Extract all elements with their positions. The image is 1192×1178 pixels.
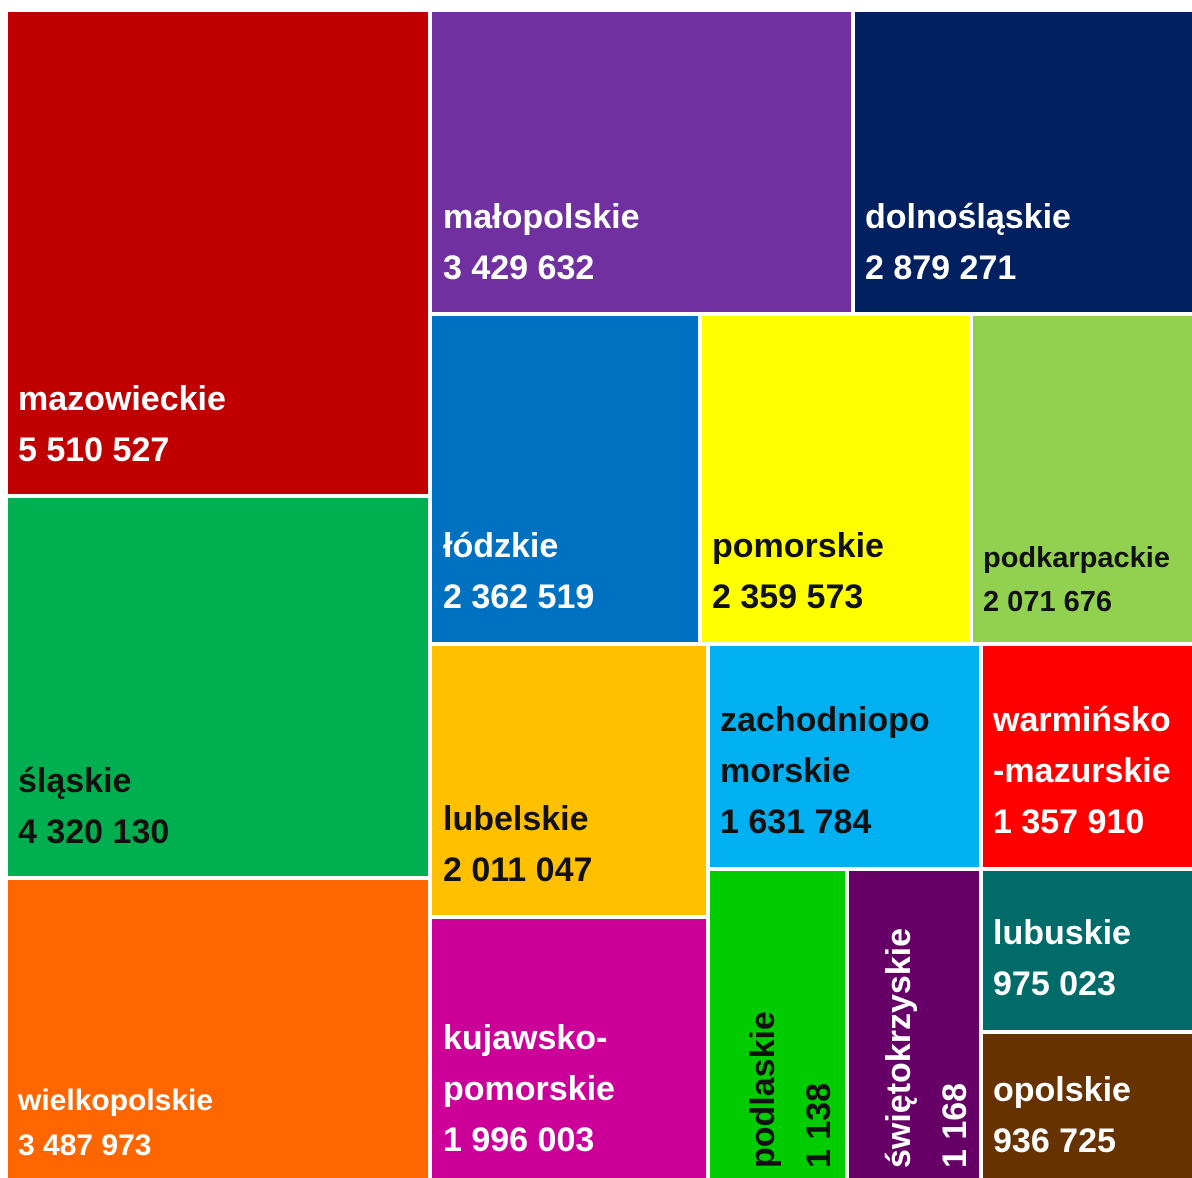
tile-name: warmińsko -mazurskie xyxy=(992,701,1171,790)
tile-name-line: łódzkie xyxy=(443,527,558,565)
tile xyxy=(973,316,1192,642)
tile-value: 2 071 676 xyxy=(983,586,1112,618)
tile-value: 1 357 910 xyxy=(993,803,1144,841)
tile-name-line: morskie xyxy=(720,752,850,790)
tile-name-line: wielkopolskie xyxy=(17,1084,213,1117)
tile-value: 1 168 xyxy=(936,1083,974,1168)
tile-value: 2 359 573 xyxy=(712,578,863,616)
tile-name: dolnośląskie xyxy=(865,198,1071,236)
tile-name: małopolskie xyxy=(443,198,640,236)
tile xyxy=(710,646,979,867)
tile xyxy=(849,871,979,1178)
tile-value: 936 725 xyxy=(993,1122,1116,1160)
tile-name: świętokrzyskie xyxy=(880,928,918,1168)
tile-value: 5 510 527 xyxy=(18,431,169,469)
tile-value: 1 631 784 xyxy=(720,803,871,841)
tile xyxy=(8,12,428,494)
tile xyxy=(983,646,1192,867)
tile-name-line: lubelskie xyxy=(443,800,589,838)
tile-name-line: mazowieckie xyxy=(18,380,226,418)
tile-name-line: -mazurskie xyxy=(993,752,1171,790)
tile-name: pomorskie xyxy=(712,527,884,565)
tile-value: 2 879 271 xyxy=(865,249,1016,287)
tile xyxy=(710,871,845,1178)
tile-name-line: zachodniopo xyxy=(720,701,930,739)
tile-name-line: małopolskie xyxy=(443,198,640,236)
tile xyxy=(855,12,1192,312)
tile-name: lubuskie xyxy=(993,914,1131,952)
tile-name-line: kujawsko- xyxy=(443,1019,607,1057)
tile xyxy=(983,1034,1192,1178)
tile xyxy=(702,316,969,642)
tile xyxy=(432,12,851,312)
tile-value: 2 362 519 xyxy=(443,578,594,616)
tile-name-line: pomorskie xyxy=(712,527,884,565)
tile-value: 1 138 xyxy=(800,1083,838,1168)
tile-value: 3 429 632 xyxy=(443,249,594,287)
tile-name: śląskie xyxy=(18,762,131,800)
tile-name: podkarpackie xyxy=(983,542,1170,574)
tile xyxy=(8,880,428,1178)
tile-name: opolskie xyxy=(993,1071,1131,1109)
tile xyxy=(8,498,428,876)
tile-value: 2 011 047 xyxy=(443,851,592,889)
tile-name-line: podkarpackie xyxy=(983,542,1170,574)
tile-name: kujawsko-pomorskie xyxy=(443,1019,615,1108)
tile-name-line: opolskie xyxy=(993,1071,1131,1109)
tile-name-line: dolnośląskie xyxy=(865,198,1071,236)
tile-name: zachodniopo morskie xyxy=(720,701,930,790)
tile-name-line: warmińsko xyxy=(992,701,1171,739)
tile-name: łódzkie xyxy=(443,527,558,565)
tile-name-line: śląskie xyxy=(18,762,131,800)
tile xyxy=(983,871,1192,1030)
tile xyxy=(432,316,698,642)
tile-name: mazowieckie xyxy=(18,380,226,418)
tile-name-line: lubuskie xyxy=(993,914,1131,952)
tile-name: wielkopolskie xyxy=(17,1084,213,1117)
tile-value: 4 320 130 xyxy=(18,813,169,851)
tile xyxy=(432,646,706,915)
tile-value: 975 023 xyxy=(993,965,1116,1003)
tile-name-line: pomorskie xyxy=(443,1070,615,1108)
tile xyxy=(432,919,706,1178)
tile-name: podlaskie xyxy=(744,1011,782,1168)
tile-name: lubelskie xyxy=(443,800,589,838)
tile-value: 1 996 003 xyxy=(443,1121,594,1159)
tile-value: 3 487 973 xyxy=(18,1129,151,1162)
